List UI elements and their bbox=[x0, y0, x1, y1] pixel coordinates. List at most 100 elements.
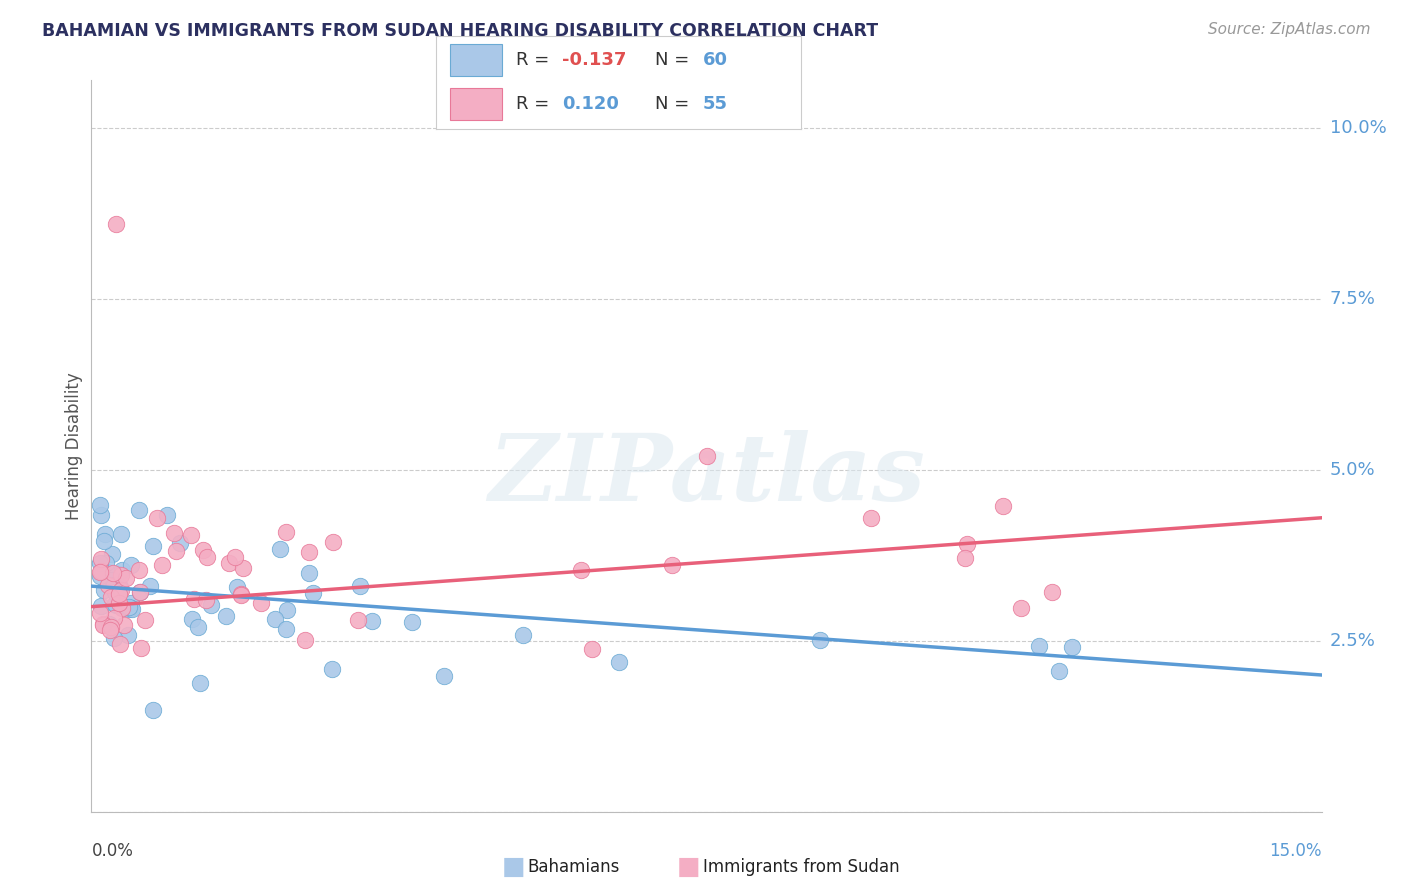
Point bbox=[226, 580, 249, 594]
Point bbox=[93, 533, 115, 548]
Point bbox=[103, 632, 125, 646]
Point bbox=[218, 556, 240, 570]
Point bbox=[97, 617, 120, 632]
Point bbox=[112, 618, 135, 632]
Point bbox=[117, 628, 139, 642]
Point bbox=[111, 563, 134, 577]
Point bbox=[956, 537, 979, 551]
Point bbox=[1010, 600, 1032, 615]
Text: Immigrants from Sudan: Immigrants from Sudan bbox=[703, 858, 900, 876]
Point bbox=[89, 606, 111, 620]
Point bbox=[90, 508, 112, 523]
Point bbox=[224, 549, 246, 564]
Point bbox=[1060, 640, 1083, 654]
Point bbox=[100, 573, 122, 587]
Point bbox=[91, 618, 114, 632]
Point bbox=[93, 583, 115, 598]
Text: 2.5%: 2.5% bbox=[1330, 632, 1376, 650]
Point bbox=[105, 567, 128, 582]
Text: ZIPatlas: ZIPatlas bbox=[488, 430, 925, 520]
Text: N =: N = bbox=[655, 51, 695, 69]
Point bbox=[128, 563, 150, 577]
Point bbox=[90, 552, 112, 566]
Point bbox=[661, 558, 683, 572]
Point bbox=[321, 662, 343, 676]
Point bbox=[107, 596, 129, 610]
Point bbox=[301, 586, 323, 600]
Point bbox=[110, 583, 132, 598]
Point bbox=[128, 585, 150, 599]
Point bbox=[139, 579, 162, 593]
Point bbox=[121, 602, 143, 616]
Point bbox=[120, 596, 142, 610]
Point bbox=[991, 499, 1014, 513]
Point bbox=[96, 566, 118, 580]
Point bbox=[569, 563, 592, 577]
Point bbox=[195, 592, 218, 607]
Point bbox=[98, 623, 121, 637]
Point bbox=[104, 584, 127, 599]
Point bbox=[105, 217, 127, 231]
Point bbox=[104, 598, 127, 612]
Point bbox=[232, 560, 254, 574]
Point bbox=[114, 570, 136, 584]
Point bbox=[142, 539, 165, 553]
Text: 5.0%: 5.0% bbox=[1330, 461, 1375, 479]
Point bbox=[97, 577, 120, 591]
Text: ■: ■ bbox=[678, 855, 700, 879]
Point bbox=[103, 611, 125, 625]
Point bbox=[274, 524, 297, 539]
Point bbox=[322, 534, 344, 549]
Point bbox=[229, 589, 252, 603]
Point bbox=[89, 569, 111, 583]
Point bbox=[229, 586, 252, 600]
Point bbox=[150, 558, 173, 573]
Text: 0.120: 0.120 bbox=[562, 95, 619, 113]
Point bbox=[401, 615, 423, 630]
Point bbox=[953, 550, 976, 565]
Text: 7.5%: 7.5% bbox=[1330, 290, 1376, 308]
Point bbox=[187, 620, 209, 634]
Text: 15.0%: 15.0% bbox=[1270, 842, 1322, 860]
Point bbox=[104, 597, 127, 611]
Point bbox=[90, 564, 112, 578]
Bar bbox=[450, 88, 502, 120]
Point bbox=[156, 508, 179, 522]
Text: R =: R = bbox=[516, 95, 561, 113]
Point bbox=[142, 703, 165, 717]
Point bbox=[110, 526, 132, 541]
Point bbox=[276, 603, 298, 617]
Point bbox=[93, 526, 115, 541]
Point bbox=[100, 547, 122, 561]
Point bbox=[264, 612, 287, 626]
Point bbox=[103, 577, 125, 591]
Point bbox=[128, 502, 150, 516]
Point bbox=[1047, 664, 1070, 678]
Point bbox=[269, 541, 291, 556]
Point bbox=[808, 632, 831, 647]
Point bbox=[101, 566, 124, 580]
Point bbox=[118, 600, 141, 615]
Point bbox=[346, 613, 368, 627]
Point bbox=[108, 582, 131, 597]
Bar bbox=[450, 44, 502, 76]
Point bbox=[89, 565, 111, 579]
Text: R =: R = bbox=[516, 51, 555, 69]
Text: 10.0%: 10.0% bbox=[1330, 120, 1386, 137]
Point bbox=[859, 510, 882, 524]
Point bbox=[90, 599, 112, 614]
Point bbox=[89, 556, 111, 570]
Point bbox=[195, 549, 218, 564]
Point bbox=[274, 622, 297, 636]
Point bbox=[200, 598, 222, 612]
Point bbox=[107, 587, 129, 601]
Point bbox=[146, 511, 169, 525]
Point bbox=[695, 449, 717, 463]
Point bbox=[512, 628, 534, 642]
Point bbox=[294, 633, 316, 648]
Point bbox=[1040, 584, 1063, 599]
Point bbox=[111, 600, 134, 615]
Point bbox=[433, 669, 456, 683]
Point bbox=[581, 642, 603, 657]
Point bbox=[120, 601, 142, 615]
